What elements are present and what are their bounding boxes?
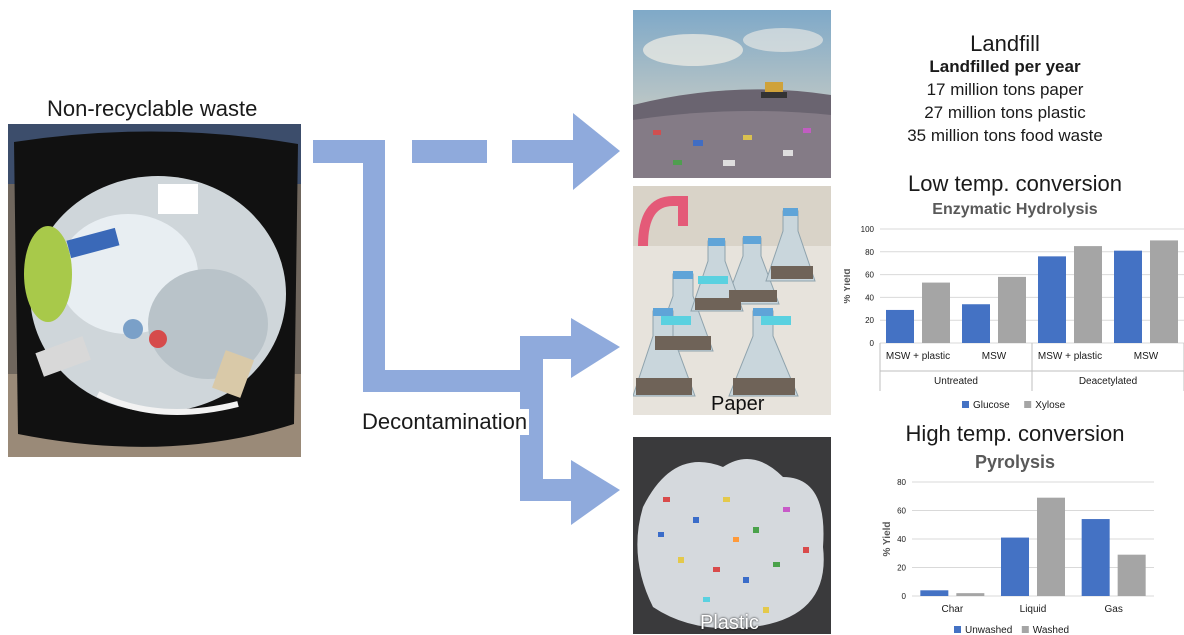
y-tick-label: 80: [865, 248, 874, 257]
landfill-arrow-head: [573, 113, 620, 190]
landfill-info: Landfill Landfilled per year 17 million …: [890, 32, 1120, 147]
plastic-arrow-head: [571, 460, 620, 525]
paper-caption: Paper: [711, 393, 765, 415]
y-tick-label: 0: [902, 592, 907, 601]
hydrolysis-chart: 0 20 40 60 80 100 % Yield MSW + plastic MSW MSW +…: [844, 225, 1184, 410]
plastic-branch-horizontal: [520, 479, 575, 501]
bar-washed: [956, 593, 985, 596]
y-axis-title: % Yield: [844, 268, 853, 303]
x-category-label: MSW: [982, 351, 1007, 362]
landfill-title: Landfill: [970, 31, 1040, 56]
bar-xylose: [1150, 240, 1178, 343]
y-tick-label: 80: [897, 478, 906, 487]
bar-unwashed: [920, 590, 949, 596]
legend-swatch-washed: [1021, 626, 1029, 633]
legend-swatch-xylose: [1024, 401, 1032, 408]
trash-bag-photo: [8, 124, 301, 457]
landfill-dash-2: [512, 140, 577, 163]
bar-xylose: [922, 282, 950, 343]
x-category-label: Char: [941, 604, 963, 615]
y-tick-label: 60: [897, 507, 906, 516]
legend-label-glucose: Glucose: [973, 400, 1010, 410]
x-category-label: MSW + plastic: [886, 351, 950, 362]
legend-label-xylose: Xylose: [1035, 400, 1065, 410]
x-category-label: MSW + plastic: [1038, 351, 1102, 362]
x-category-label: Gas: [1104, 604, 1122, 615]
y-tick-label: 0: [870, 339, 875, 348]
bar-washed: [1117, 554, 1146, 596]
paper-flasks-photo: [633, 186, 831, 415]
landfill-line-paper: 17 million tons paper: [926, 80, 1084, 99]
y-tick-label: 20: [897, 564, 906, 573]
y-tick-label: 40: [897, 535, 906, 544]
plastic-shreds-photo: [633, 437, 831, 634]
y-tick-label: 60: [865, 271, 874, 280]
flow-trunk-vertical: [363, 140, 385, 392]
landfill-photo: [633, 10, 831, 178]
x-group-label: Untreated: [934, 376, 978, 387]
high-temp-title: High temp. conversion: [905, 421, 1125, 446]
y-tick-label: 20: [865, 316, 874, 325]
bar-unwashed: [1081, 519, 1110, 596]
flow-trunk-top: [313, 140, 385, 163]
bar-glucose: [962, 304, 990, 343]
landfill-subtitle: Landfilled per year: [929, 57, 1081, 76]
hydrolysis-chart-title: Enzymatic Hydrolysis: [932, 201, 1098, 218]
landfill-line-plastic: 27 million tons plastic: [924, 103, 1086, 122]
decontamination-label: Decontamination: [360, 409, 530, 435]
legend-swatch-unwashed: [954, 626, 961, 633]
bar-glucose: [1114, 250, 1142, 343]
pyrolysis-chart: 0 20 40 60 80 % Yield Char Liquid Gas Unwashed Was…: [882, 478, 1154, 634]
bar-glucose: [886, 309, 914, 343]
source-title: Non-recyclable waste: [47, 96, 258, 121]
bar-washed: [1037, 497, 1065, 596]
plastic-caption: Plastic: [700, 612, 759, 634]
bar-glucose: [1038, 256, 1066, 343]
legend-label-washed: Washed: [1033, 625, 1069, 634]
x-category-label: Liquid: [1020, 604, 1047, 615]
x-group-label: Deacetylated: [1079, 376, 1137, 387]
x-category-label: MSW: [1134, 351, 1159, 362]
flow-trunk-base: [363, 370, 543, 392]
bar-xylose: [1074, 246, 1102, 343]
paper-arrow-head: [571, 318, 620, 378]
y-tick-label: 40: [865, 293, 874, 302]
paper-branch-vertical: [520, 336, 543, 392]
y-axis-title: % Yield: [882, 521, 893, 556]
paper-branch-horizontal: [520, 336, 575, 359]
landfill-dash-1: [412, 140, 487, 163]
legend-label-unwashed: Unwashed: [965, 625, 1012, 634]
pyrolysis-chart-title: Pyrolysis: [974, 452, 1056, 472]
y-tick-label: 100: [861, 225, 875, 234]
low-temp-title: Low temp. conversion: [908, 171, 1122, 196]
legend-swatch-glucose: [962, 401, 969, 408]
bar-xylose: [998, 276, 1026, 343]
bar-unwashed: [1001, 537, 1029, 596]
landfill-line-food: 35 million tons food waste: [907, 126, 1103, 145]
